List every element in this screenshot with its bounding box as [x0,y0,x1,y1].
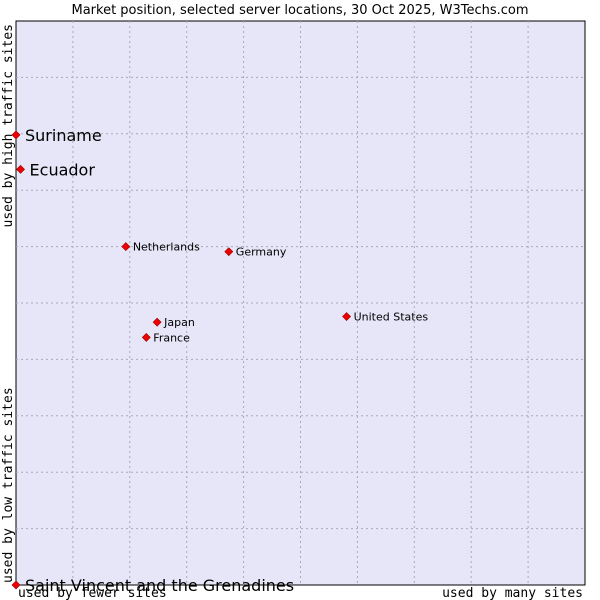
data-point-japan [152,317,162,327]
data-label-saint-vincent-and-the-grenadines: Saint Vincent and the Grenadines [25,576,294,595]
chart-title: Market position, selected server locatio… [71,3,528,18]
data-point-germany [224,247,234,257]
data-label-united-states: United States [354,311,429,324]
data-label-netherlands: Netherlands [133,241,200,254]
data-point-france [141,332,151,342]
grid-lines [16,21,585,585]
y-axis-label-bottom: used by low traffic sites [1,387,16,583]
data-label-ecuador: Ecuador [30,160,96,179]
data-point-united-states [342,312,352,321]
x-axis-label-left: used by fewer sites [18,586,167,600]
data-points: Suriname Ecuador Netherlands Germany United … [11,126,429,595]
data-label-france: France [153,331,190,344]
data-label-germany: Germany [236,246,287,259]
data-label-japan: Japan [163,316,195,329]
y-axis-label-top: used by high traffic sites [1,24,16,228]
data-label-suriname: Suriname [25,126,102,145]
x-axis-label-right: used by many sites [442,586,583,600]
data-point-suriname [11,130,21,140]
data-point-ecuador [16,164,25,174]
data-point-saint-vincent-and-the-grenadines [11,580,21,590]
data-point-netherlands [121,242,131,252]
